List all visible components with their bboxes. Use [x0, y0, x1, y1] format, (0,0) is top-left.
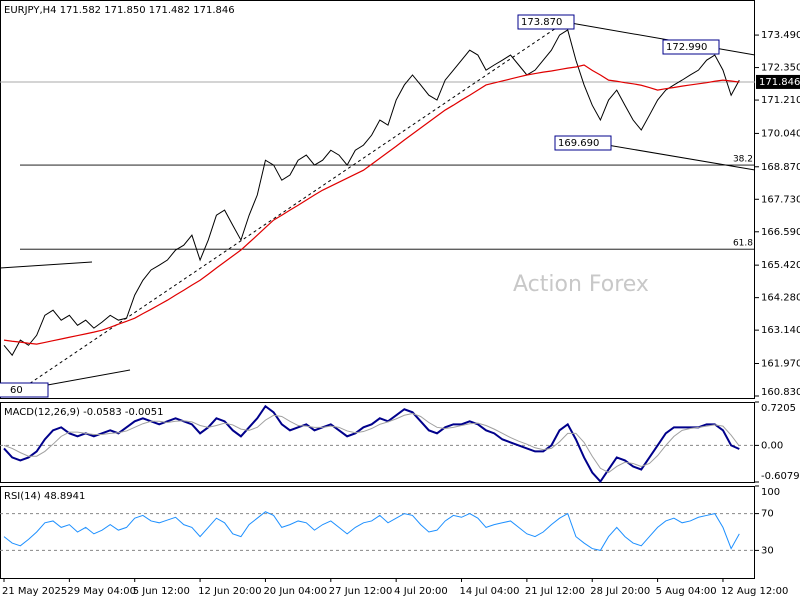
- x-tick-label: 5 Aug 04:00: [656, 586, 717, 597]
- series-line: [3, 511, 740, 551]
- y-tick-label: 173.490: [761, 30, 800, 41]
- y-tick-label: 166.590: [761, 227, 800, 238]
- y-tick-label: 164.280: [761, 293, 800, 304]
- y-tick-label: 0.00: [761, 440, 783, 451]
- y-tick-label: 172.350: [761, 63, 800, 74]
- fib-label: 38.2: [733, 155, 753, 165]
- annotation-box: [662, 39, 720, 55]
- series-line: [3, 29, 740, 357]
- x-tick-label: 4 Jul 20:00: [394, 586, 448, 597]
- panel-title: MACD(12,26,9) -0.0583 -0.0051: [4, 407, 164, 418]
- rsi-panel: [0, 486, 755, 579]
- x-tick-label: 28 Jul 20:00: [590, 586, 650, 597]
- x-tick-label: 14 Jul 04:00: [460, 586, 520, 597]
- x-tick-label: 27 Jun 12:00: [329, 586, 393, 597]
- series-line: [3, 404, 740, 484]
- annotation-box: [0, 382, 49, 398]
- series-line: [3, 64, 740, 345]
- annotation: 169.690: [558, 138, 599, 149]
- y-tick-label: 30: [761, 545, 774, 556]
- y-tick-label: 0.7205: [761, 403, 796, 414]
- annotation-box: [517, 14, 575, 30]
- channel-upper: [564, 21, 756, 56]
- y-tick-label: 163.140: [761, 325, 800, 336]
- annotation: 173.870: [521, 17, 562, 28]
- annotation: 60: [10, 385, 23, 396]
- panel-title: EURJPY,H4 171.582 171.850 171.482 171.84…: [4, 5, 235, 16]
- x-tick-label: 12 Aug 12:00: [721, 586, 788, 597]
- last-price-box: [756, 74, 800, 89]
- annotation: 172.990: [666, 42, 707, 53]
- x-tick-label: 29 May 04:00: [67, 586, 136, 597]
- y-tick-label: 165.420: [761, 260, 800, 271]
- x-tick-label: 20 Jun 04:00: [263, 586, 327, 597]
- x-tick-label: 21 Jul 12:00: [525, 586, 585, 597]
- panel-title: RSI(14) 48.8941: [4, 491, 85, 502]
- y-tick-label: 70: [761, 509, 774, 520]
- y-tick-label: 168.870: [761, 162, 800, 173]
- watermark: Action Forex: [513, 272, 649, 297]
- trendline: [19, 21, 566, 391]
- last-price-label: 171.846: [759, 77, 800, 88]
- x-tick-label: 5 Jun 12:00: [133, 586, 190, 597]
- x-tick-label: 12 Jun 20:00: [198, 586, 262, 597]
- x-tick-label: 21 May 2025: [2, 586, 67, 597]
- y-tick-label: 161.970: [761, 359, 800, 370]
- y-tick-label: 100: [761, 487, 780, 498]
- y-tick-label: -0.6079: [761, 471, 800, 482]
- macd-panel: [0, 402, 755, 483]
- y-tick-label: 170.040: [761, 128, 800, 139]
- y-tick-label: 171.210: [761, 95, 800, 106]
- fib-label: 61.8: [733, 239, 753, 249]
- y-tick-label: 167.730: [761, 194, 800, 205]
- price-panel: [0, 0, 755, 399]
- series-line: [3, 412, 740, 474]
- channel-line: [0, 261, 93, 269]
- annotation-box: [554, 135, 612, 151]
- y-tick-label: 160.830: [761, 387, 800, 398]
